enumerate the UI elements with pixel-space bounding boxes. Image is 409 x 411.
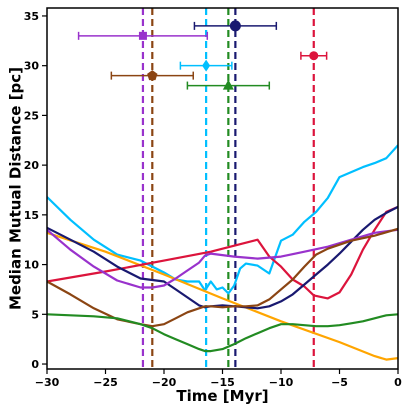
x-tick-label: −30	[35, 376, 60, 389]
x-tick-label: −10	[269, 376, 294, 389]
y-axis-label: Median Mutual Distance [pc]	[7, 67, 25, 310]
plot-frame	[46, 7, 399, 370]
x-tick-label: −5	[331, 376, 348, 389]
series-line-1	[47, 231, 398, 361]
marker-4	[229, 20, 241, 32]
marker-5	[309, 51, 319, 61]
series-line-2	[47, 205, 398, 300]
x-tick-label: −15	[210, 376, 235, 389]
x-tick-label: −20	[152, 376, 177, 389]
x-axis-label: Time [Myr]	[176, 387, 268, 405]
series-line-4	[47, 228, 398, 289]
plot-area	[47, 8, 398, 369]
x-tick-label: 0	[394, 376, 402, 389]
marker-1	[147, 70, 158, 81]
y-tick-label: 20	[24, 159, 40, 172]
y-tick-label: 35	[24, 10, 39, 23]
series-line-0	[47, 144, 398, 295]
y-tick-label: 5	[31, 308, 39, 321]
series-line-6	[47, 313, 398, 353]
y-tick-label: 30	[24, 60, 40, 73]
series-line-3	[47, 205, 398, 310]
marker-0	[138, 31, 147, 40]
x-tick-label: −25	[93, 376, 118, 389]
marker-2	[202, 59, 211, 72]
y-tick-label: 15	[24, 209, 39, 222]
y-tick-label: 10	[24, 259, 40, 272]
y-tick-label: 0	[31, 358, 39, 371]
y-tick-label: 25	[24, 109, 39, 122]
axis-ticks: −30 −25 −20 −15 −10 −5 0 0 5 10 15 20 25 30 35	[24, 10, 402, 389]
marker-3	[222, 79, 234, 90]
